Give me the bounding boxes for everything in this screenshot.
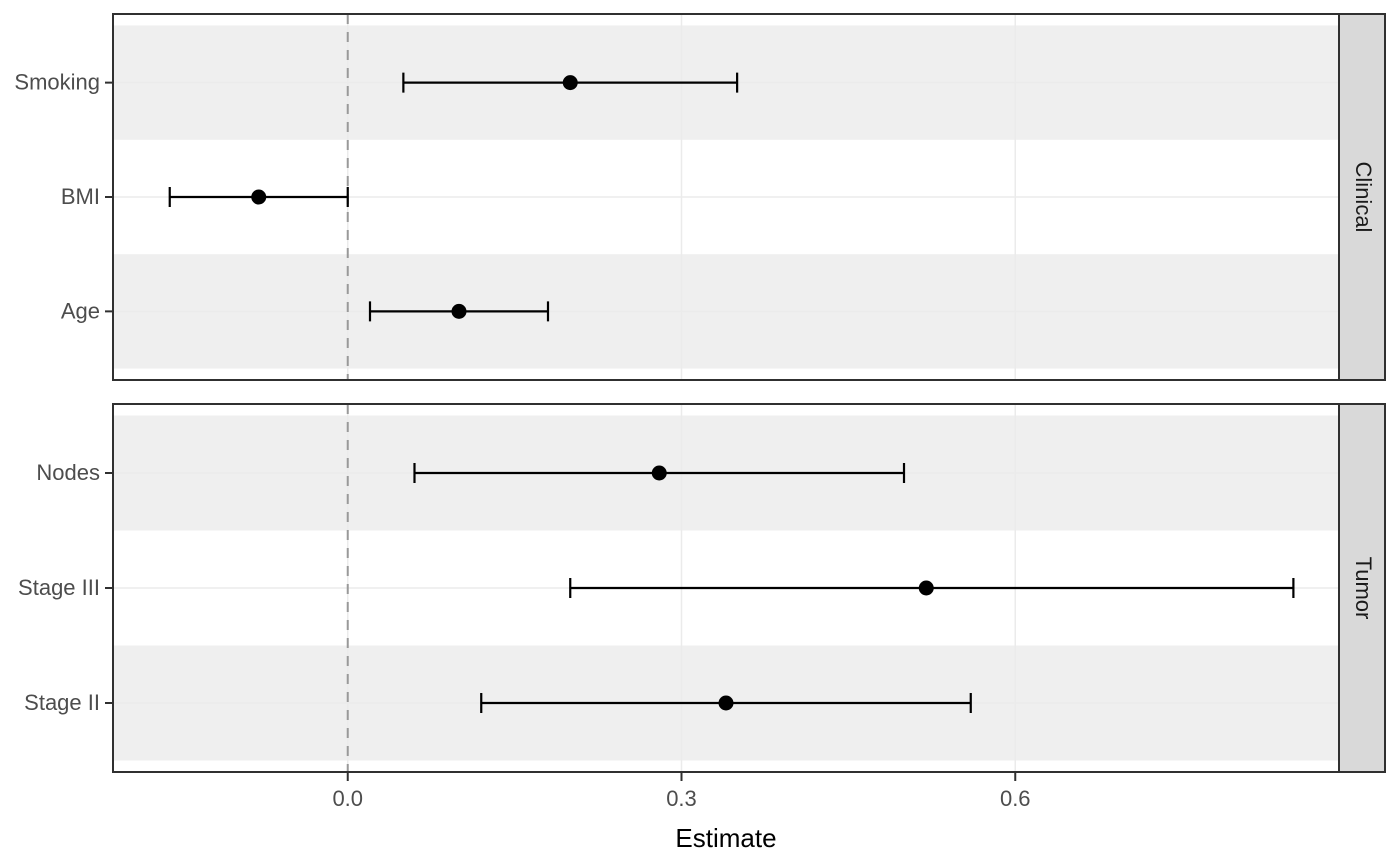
facet-strip-tumor <box>1338 403 1386 773</box>
point-estimate-stage-ii <box>718 695 734 711</box>
x-axis-title: Estimate <box>675 823 776 853</box>
y-axis-label-age: Age <box>61 298 100 323</box>
y-axis-label-nodes: Nodes <box>36 460 100 485</box>
point-estimate-stage-iii <box>918 580 934 596</box>
point-estimate-age <box>451 303 467 319</box>
y-axis-label-stage-ii: Stage II <box>24 690 100 715</box>
x-tick-label-1: 0.3 <box>666 786 697 811</box>
point-estimate-bmi <box>251 189 267 205</box>
point-estimate-nodes <box>651 465 667 481</box>
point-estimate-smoking <box>562 75 578 91</box>
facet-strip-label-clinical: Clinical <box>1351 162 1376 233</box>
facet-strip-label-tumor: Tumor <box>1351 557 1376 620</box>
facet-strip-clinical <box>1338 13 1386 381</box>
y-axis-label-smoking: Smoking <box>14 70 100 95</box>
x-tick-label-2: 0.6 <box>1000 786 1031 811</box>
x-tick-label-0: 0.0 <box>332 786 363 811</box>
y-axis-label-bmi: BMI <box>61 184 100 209</box>
y-axis-label-stage-iii: Stage III <box>18 575 100 600</box>
